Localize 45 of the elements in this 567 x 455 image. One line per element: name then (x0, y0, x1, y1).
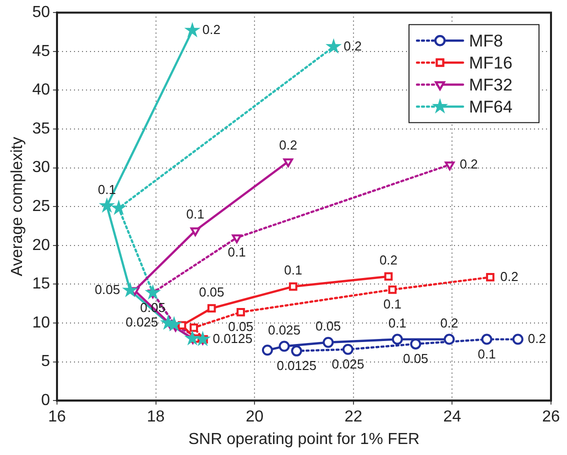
annotation: 0.2 (279, 138, 298, 153)
x-tick-label: 26 (542, 408, 560, 426)
x-tick-label: 18 (146, 408, 165, 426)
x-tick-label: 22 (344, 408, 362, 426)
annotation: 0.2 (379, 252, 398, 268)
annotation: 0.025 (126, 314, 158, 330)
annotation: 0.2 (202, 22, 220, 38)
annotation: 0.2 (528, 330, 546, 346)
x-tick-label: 16 (48, 408, 66, 426)
annotation: 0.0125 (276, 358, 316, 374)
annotation: 0.1 (284, 262, 302, 278)
x-tick-label: 20 (246, 408, 264, 426)
legend-label: MF64 (469, 97, 512, 116)
legend-label: MF32 (469, 75, 512, 94)
annotation: 0.2 (500, 268, 518, 284)
y-tick-label: 0 (41, 392, 50, 410)
y-tick-label: 25 (32, 198, 50, 216)
annotation: 0.05 (94, 282, 120, 297)
annotation: 0.2 (440, 315, 458, 330)
y-tick-label: 10 (32, 314, 50, 332)
annotation: 0.2 (344, 38, 362, 54)
annotation: 0.05 (198, 284, 224, 300)
annotation: 0.05 (402, 351, 428, 366)
y-tick-label: 40 (32, 82, 50, 99)
y-tick-label: 35 (32, 120, 50, 138)
y-tick-label: 45 (32, 42, 50, 60)
annotation: 0.1 (388, 315, 406, 330)
y-tick-label: 20 (32, 236, 50, 254)
legend-label: MF8 (469, 31, 503, 50)
y-tick-label: 30 (32, 159, 50, 176)
annotation: 0.025 (268, 322, 301, 338)
annotation: 0.025 (332, 356, 364, 372)
annotation: 0.1 (383, 296, 402, 312)
annotation: 0.1 (228, 244, 246, 260)
y-tick-label: 50 (32, 4, 50, 22)
annotation: 0.1 (478, 346, 496, 362)
y-tick-label: 5 (41, 353, 50, 370)
legend-label: MF16 (469, 53, 512, 72)
x-axis-title: SNR operating point for 1% FER (188, 430, 420, 448)
annotation: 0.05 (316, 318, 341, 334)
y-axis-title: Average complexity (9, 136, 26, 276)
annotation: 0.1 (186, 206, 204, 222)
x-tick-label: 24 (443, 408, 462, 426)
y-tick-label: 15 (32, 276, 50, 293)
annotation: 0.2 (460, 156, 478, 172)
